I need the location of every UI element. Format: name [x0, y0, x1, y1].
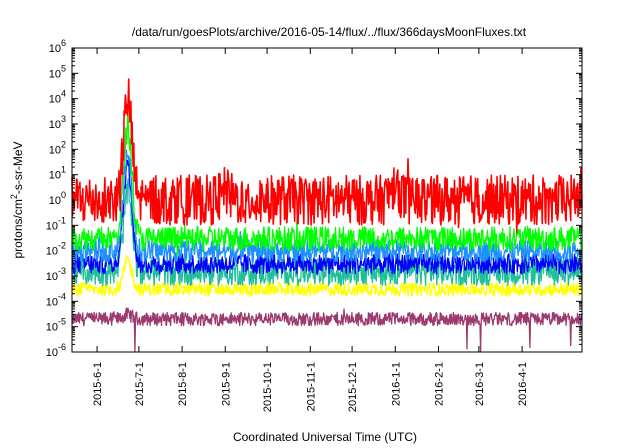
x-tick-label: 2016-2-1 [433, 362, 445, 406]
y-tick-label: 10-3 [46, 266, 66, 283]
y-tick-label: 104 [49, 89, 66, 106]
series-line-6 [71, 78, 583, 234]
x-tick-label: 2015-12-1 [347, 362, 359, 412]
x-tick-label: 2015-8-1 [177, 362, 189, 406]
chart-title: /data/run/goesPlots/archive/2016-05-14/f… [132, 25, 527, 39]
series-line-5 [71, 114, 583, 257]
x-tick-label: 2015-11-1 [305, 362, 317, 411]
x-tick-label: 2016-4-1 [517, 362, 529, 406]
x-tick-label: 2015-10-1 [262, 362, 274, 412]
x-axis: 2015-6-1 2015-7-1 2015-8-1 2015-9-1 2015-10-… [92, 48, 529, 412]
y-tick-label: 102 [49, 139, 66, 156]
y-tick-label: 10-5 [46, 317, 66, 334]
series-line-1 [71, 254, 583, 297]
y-tick-label: 10-6 [46, 342, 66, 359]
y-axis: 10-6 10-5 10-4 10-3 10-2 10-1 100 101 102 103 104 1… [46, 38, 582, 359]
series-line-3 [71, 155, 583, 275]
y-tick-label: 10-2 [46, 241, 66, 258]
x-tick-label: 2015-9-1 [220, 362, 232, 406]
y-tick-label: 103 [49, 114, 66, 131]
y-tick-label: 10-1 [46, 215, 66, 232]
series-layer [71, 78, 583, 353]
y-tick-label: 105 [49, 63, 66, 80]
series-line-0 [71, 307, 583, 353]
x-tick-label: 2016-1-1 [390, 362, 402, 406]
series-line-2 [71, 178, 583, 287]
x-tick-label: 2016-3-1 [474, 362, 486, 406]
y-tick-label: 106 [49, 38, 66, 55]
x-axis-label: Coordinated Universal Time (UTC) [233, 430, 417, 444]
y-axis-label: protons/cm2-s-sr-MeV [9, 141, 25, 258]
series-line-4 [71, 149, 583, 263]
x-tick-label: 2015-7-1 [134, 362, 146, 406]
y-tick-label: 101 [49, 165, 66, 182]
y-tick-label: 10-4 [46, 291, 66, 308]
y-tick-label: 100 [49, 190, 66, 207]
x-tick-label: 2015-6-1 [92, 362, 104, 406]
